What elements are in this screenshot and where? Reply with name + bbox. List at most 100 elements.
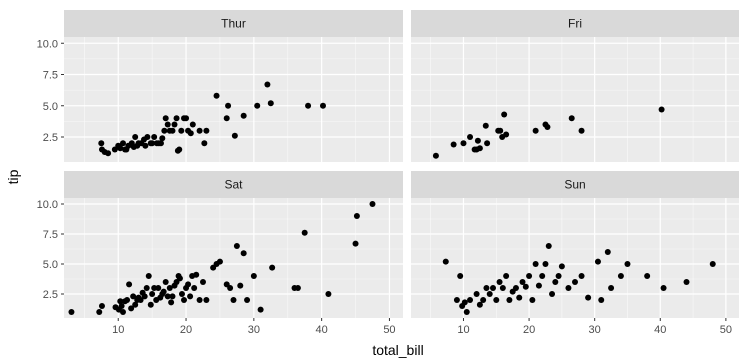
data-point bbox=[474, 137, 481, 144]
data-point bbox=[353, 213, 360, 219]
y-axis-title: tip bbox=[5, 169, 21, 184]
data-point bbox=[319, 102, 326, 109]
data-point bbox=[463, 309, 470, 315]
x-tick-label: 50 bbox=[720, 324, 732, 336]
data-point bbox=[484, 140, 491, 147]
data-point bbox=[529, 297, 536, 303]
data-point bbox=[181, 297, 188, 303]
data-point bbox=[171, 121, 178, 128]
data-point bbox=[213, 92, 220, 99]
data-point bbox=[565, 285, 572, 291]
data-point bbox=[519, 279, 526, 285]
facet-panel-sat: Sat 2.5 5.0 7.5 10.0 10 20 30 40 50 bbox=[37, 171, 403, 336]
data-point bbox=[173, 115, 180, 122]
data-point bbox=[585, 294, 592, 301]
data-point bbox=[166, 285, 173, 291]
data-point bbox=[572, 279, 578, 285]
y-tick-label: 2.5 bbox=[43, 132, 58, 144]
data-point bbox=[482, 122, 489, 129]
data-point bbox=[196, 297, 203, 303]
data-point bbox=[157, 140, 164, 147]
data-point bbox=[98, 140, 105, 147]
data-point bbox=[244, 297, 251, 303]
data-point bbox=[124, 297, 131, 303]
data-point bbox=[230, 297, 237, 303]
data-point bbox=[169, 127, 176, 134]
data-point bbox=[144, 134, 151, 140]
y-tick-label: 10.0 bbox=[37, 38, 58, 50]
facet-strip-label: Sat bbox=[224, 178, 243, 192]
data-point bbox=[169, 293, 176, 300]
data-point bbox=[203, 297, 210, 303]
data-point bbox=[237, 282, 244, 289]
data-point bbox=[149, 140, 156, 147]
data-point bbox=[598, 297, 605, 303]
data-point bbox=[164, 121, 171, 128]
data-point bbox=[483, 285, 490, 291]
data-point bbox=[130, 293, 137, 300]
data-point bbox=[117, 298, 124, 305]
data-point bbox=[594, 258, 601, 265]
data-point bbox=[476, 145, 483, 152]
data-point bbox=[542, 261, 549, 267]
y-tick-label: 2.5 bbox=[43, 289, 58, 301]
data-point bbox=[432, 152, 439, 159]
data-point bbox=[161, 127, 168, 134]
data-point bbox=[503, 131, 510, 138]
data-point bbox=[549, 291, 556, 297]
data-point bbox=[578, 273, 585, 279]
y-tick-label: 10.0 bbox=[37, 199, 58, 211]
data-point bbox=[176, 275, 183, 282]
panel-background bbox=[64, 37, 403, 162]
data-point bbox=[199, 279, 206, 285]
x-tick-label: 40 bbox=[654, 324, 666, 336]
data-point bbox=[168, 299, 175, 306]
data-point bbox=[128, 305, 135, 312]
data-point bbox=[467, 297, 474, 303]
facet-strip-sat bbox=[64, 171, 403, 198]
data-point bbox=[516, 294, 523, 301]
facet-strip-label: Fri bbox=[568, 17, 582, 31]
data-point bbox=[137, 297, 144, 303]
data-point bbox=[250, 273, 257, 279]
data-point bbox=[604, 249, 611, 255]
data-point bbox=[187, 130, 194, 137]
data-point bbox=[96, 309, 103, 315]
data-point bbox=[117, 145, 124, 152]
data-point bbox=[193, 271, 200, 278]
data-point bbox=[160, 288, 167, 295]
facet-strip-sun bbox=[411, 171, 739, 198]
data-point bbox=[264, 81, 271, 88]
data-point bbox=[216, 258, 223, 265]
data-point bbox=[461, 299, 468, 306]
data-point bbox=[269, 264, 276, 271]
y-tick-label: 5.0 bbox=[43, 259, 58, 271]
facet-strip-label: Sun bbox=[564, 178, 585, 192]
data-point bbox=[497, 127, 504, 134]
data-point bbox=[162, 279, 169, 285]
x-tick-label: 10 bbox=[457, 324, 469, 336]
data-point bbox=[301, 229, 308, 236]
data-point bbox=[147, 301, 154, 308]
x-tick-label: 10 bbox=[112, 324, 124, 336]
data-point bbox=[460, 140, 467, 147]
data-point bbox=[552, 279, 559, 285]
data-point bbox=[68, 309, 75, 315]
data-point bbox=[532, 261, 539, 267]
data-point bbox=[490, 285, 496, 291]
data-point bbox=[201, 140, 208, 147]
data-point bbox=[143, 285, 150, 291]
data-point bbox=[185, 281, 192, 288]
data-point bbox=[555, 273, 562, 279]
data-point bbox=[617, 273, 624, 279]
data-point bbox=[162, 115, 169, 122]
data-point bbox=[522, 283, 529, 290]
y-tick-label: 7.5 bbox=[43, 70, 58, 82]
data-point bbox=[178, 291, 185, 297]
y-tick-label: 5.0 bbox=[43, 101, 58, 113]
data-point bbox=[442, 258, 449, 265]
data-point bbox=[450, 141, 457, 148]
data-point bbox=[532, 127, 539, 134]
data-point bbox=[480, 297, 487, 303]
